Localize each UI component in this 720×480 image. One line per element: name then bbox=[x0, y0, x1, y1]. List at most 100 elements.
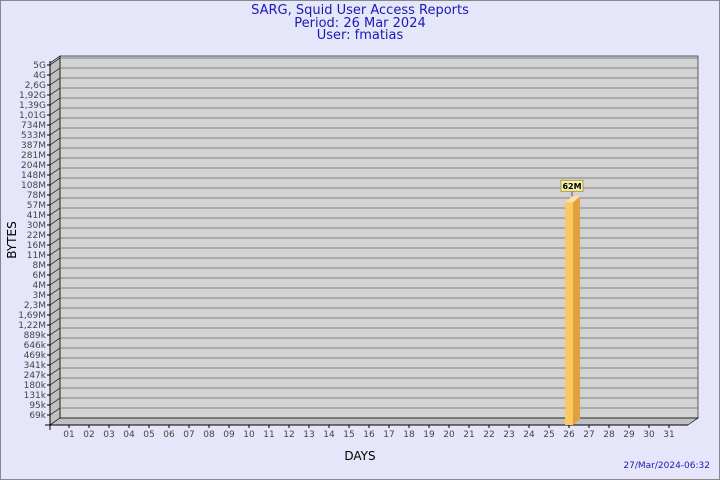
depth-tick bbox=[49, 267, 61, 276]
x-tick-label: 01 bbox=[63, 430, 74, 440]
x-tick-label: 31 bbox=[663, 430, 674, 440]
depth-tick bbox=[49, 257, 61, 266]
y-tick-label: 281M bbox=[21, 151, 46, 161]
y-tick-label: 1,22M bbox=[18, 321, 46, 331]
y-tick-label: 6M bbox=[33, 271, 47, 281]
y-tick-label: 3M bbox=[33, 291, 47, 301]
x-tick-label: 04 bbox=[123, 430, 135, 440]
x-tick-label: 16 bbox=[363, 430, 375, 440]
x-tick-label: 24 bbox=[523, 430, 535, 440]
y-tick-label: 30M bbox=[27, 221, 46, 231]
depth-tick bbox=[49, 67, 61, 76]
depth-tick bbox=[49, 297, 61, 306]
depth-tick bbox=[49, 237, 61, 246]
depth-tick bbox=[49, 277, 61, 286]
y-tick-label: 387M bbox=[21, 141, 46, 151]
plot-background bbox=[50, 56, 698, 425]
depth-tick bbox=[49, 187, 61, 196]
depth-tick bbox=[49, 57, 61, 66]
depth-tick bbox=[49, 157, 61, 166]
y-tick-label: 180k bbox=[24, 381, 47, 391]
y-tick-label: 469k bbox=[24, 351, 47, 361]
y-tick-label: 95k bbox=[29, 401, 46, 411]
y-tick-label: 341k bbox=[24, 361, 47, 371]
y-axis-label: BYTES bbox=[5, 221, 19, 258]
depth-tick bbox=[49, 177, 61, 186]
y-tick-label: 5G bbox=[33, 61, 46, 71]
y-tick-label: 533M bbox=[21, 131, 46, 141]
y-tick-label: 1,92G bbox=[19, 91, 46, 101]
depth-tick bbox=[49, 287, 61, 296]
depth-tick bbox=[49, 307, 61, 316]
chart-title: SARG, Squid User Access Reports bbox=[251, 3, 469, 18]
x-tick-label: 05 bbox=[143, 430, 154, 440]
y-tick-label: 69k bbox=[29, 411, 46, 421]
depth-tick bbox=[49, 317, 61, 326]
y-tick-label: 204M bbox=[21, 161, 46, 171]
x-tick-label: 15 bbox=[343, 430, 354, 440]
y-tick-label: 108M bbox=[21, 181, 46, 191]
y-tick-label: 889k bbox=[24, 331, 47, 341]
y-tick-label: 2,3M bbox=[24, 301, 46, 311]
x-tick-label: 03 bbox=[103, 430, 114, 440]
x-tick-label: 08 bbox=[203, 430, 215, 440]
x-tick-label: 19 bbox=[423, 430, 435, 440]
x-tick-label: 11 bbox=[263, 430, 274, 440]
depth-tick bbox=[49, 387, 61, 396]
y-tick-label: 57M bbox=[27, 201, 46, 211]
depth-tick bbox=[49, 407, 61, 416]
timestamp: 27/Mar/2024-06:32 bbox=[623, 461, 710, 471]
x-tick-label: 26 bbox=[563, 430, 575, 440]
x-tick-label: 10 bbox=[243, 430, 255, 440]
x-tick-label: 12 bbox=[283, 430, 294, 440]
y-tick-label: 11M bbox=[27, 251, 46, 261]
x-tick-label: 20 bbox=[443, 430, 455, 440]
x-tick-label: 29 bbox=[623, 430, 635, 440]
depth-tick bbox=[49, 137, 61, 146]
depth-tick bbox=[49, 127, 61, 136]
x-tick-label: 27 bbox=[583, 430, 594, 440]
x-tick-label: 23 bbox=[503, 430, 514, 440]
y-tick-label: 1,69M bbox=[18, 311, 46, 321]
x-tick-label: 09 bbox=[223, 430, 235, 440]
y-tick-label: 4M bbox=[33, 281, 47, 291]
x-tick-label: 21 bbox=[463, 430, 474, 440]
bar-label-box bbox=[560, 179, 584, 192]
x-axis-label: DAYS bbox=[344, 449, 375, 463]
chart-period: Period: 26 Mar 2024 bbox=[294, 16, 426, 31]
chart-user: User: fmatias bbox=[316, 28, 404, 43]
depth-tick bbox=[49, 327, 61, 336]
depth-tick bbox=[49, 167, 61, 176]
x-tick-label: 17 bbox=[383, 430, 394, 440]
y-tick-label: 2,6G bbox=[25, 81, 46, 91]
depth-tick bbox=[49, 247, 61, 256]
y-tick-label: 4G bbox=[33, 71, 46, 81]
y-tick-label: 1,39G bbox=[19, 101, 46, 111]
depth-tick bbox=[49, 117, 61, 126]
back-wall-border bbox=[59, 55, 699, 419]
x-tick-label: 25 bbox=[543, 430, 554, 440]
bar-top bbox=[565, 196, 580, 203]
y-tick-label: 646k bbox=[24, 341, 47, 351]
bar-side bbox=[573, 196, 580, 425]
depth-tick bbox=[49, 107, 61, 116]
x-tick-label: 22 bbox=[483, 430, 494, 440]
y-tick-label: 247k bbox=[24, 371, 47, 381]
x-tick-label: 13 bbox=[303, 430, 314, 440]
bar-value-label: 62M bbox=[562, 182, 581, 191]
x-tick-label: 02 bbox=[83, 430, 94, 440]
y-tick-label: 1,01G bbox=[19, 111, 46, 121]
y-tick-label: 131k bbox=[24, 391, 47, 401]
x-tick-label: 28 bbox=[603, 430, 615, 440]
depth-tick bbox=[49, 217, 61, 226]
depth-tick bbox=[49, 77, 61, 86]
x-tick-label: 07 bbox=[183, 430, 194, 440]
depth-tick bbox=[49, 347, 61, 356]
depth-tick bbox=[49, 227, 61, 236]
depth-tick bbox=[49, 87, 61, 96]
y-tick-label: 16M bbox=[27, 241, 46, 251]
floor bbox=[49, 417, 699, 426]
depth-tick bbox=[49, 357, 61, 366]
bar bbox=[565, 202, 573, 425]
